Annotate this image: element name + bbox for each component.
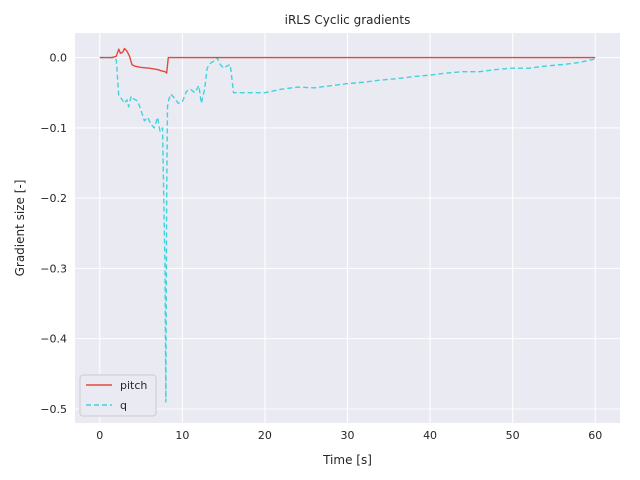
x-axis-ticks: 0 10 20 30 40 50 60 [96,429,602,442]
y-tick-label: 0.0 [50,52,68,65]
x-tick-label: 0 [96,429,103,442]
legend: pitch q [79,374,157,417]
legend-q-label: q [120,399,127,412]
y-tick-label: −0.1 [40,122,67,135]
x-tick-label: 10 [175,429,189,442]
series-layer [99,47,596,403]
series-line-pitch [99,47,596,74]
x-tick-label: 30 [341,429,355,442]
x-tick-label: 50 [506,429,520,442]
y-axis-label: Gradient size [-] [13,180,27,277]
chart-title: iRLS Cyclic gradients [285,13,411,27]
x-tick-label: 20 [258,429,272,442]
legend-pitch-label: pitch [120,379,147,392]
x-tick-label: 40 [423,429,437,442]
y-axis-ticks: 0.0 −0.1 −0.2 −0.3 −0.4 −0.5 [40,52,67,416]
y-tick-label: −0.2 [40,192,67,205]
y-tick-label: −0.5 [40,403,67,416]
y-tick-label: −0.4 [40,333,67,346]
series-line-q [99,56,596,403]
x-tick-label: 60 [588,429,602,442]
x-axis-label: Time [s] [322,453,372,467]
y-tick-label: −0.3 [40,262,67,275]
